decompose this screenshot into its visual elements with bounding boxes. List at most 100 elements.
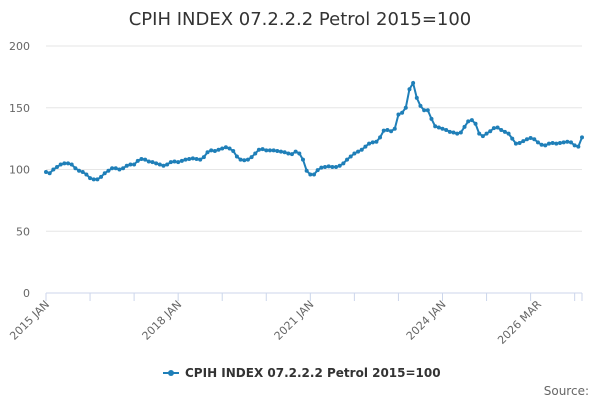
data-point[interactable] bbox=[462, 124, 467, 129]
data-point[interactable] bbox=[319, 165, 324, 170]
data-point[interactable] bbox=[271, 148, 276, 153]
data-point[interactable] bbox=[47, 171, 52, 176]
data-point[interactable] bbox=[62, 161, 67, 166]
data-point[interactable] bbox=[264, 148, 269, 153]
data-point[interactable] bbox=[513, 141, 518, 146]
data-point[interactable] bbox=[418, 103, 423, 108]
data-point[interactable] bbox=[198, 157, 203, 162]
data-point[interactable] bbox=[572, 143, 577, 148]
data-point[interactable] bbox=[568, 140, 573, 145]
data-point[interactable] bbox=[356, 149, 361, 154]
data-point[interactable] bbox=[286, 151, 291, 156]
data-point[interactable] bbox=[209, 148, 214, 153]
data-point[interactable] bbox=[267, 148, 272, 153]
data-point[interactable] bbox=[312, 172, 316, 177]
data-point[interactable] bbox=[352, 151, 357, 156]
data-point[interactable] bbox=[51, 167, 56, 172]
data-point[interactable] bbox=[403, 105, 408, 110]
data-point[interactable] bbox=[179, 158, 184, 163]
data-point[interactable] bbox=[341, 161, 346, 166]
data-point[interactable] bbox=[330, 165, 335, 170]
data-point[interactable] bbox=[385, 127, 390, 132]
data-point[interactable] bbox=[88, 176, 93, 181]
data-point[interactable] bbox=[326, 164, 331, 169]
data-point[interactable] bbox=[451, 130, 456, 135]
data-point[interactable] bbox=[143, 157, 148, 162]
data-point[interactable] bbox=[517, 140, 522, 145]
data-point[interactable] bbox=[535, 140, 540, 145]
data-point[interactable] bbox=[220, 146, 225, 151]
data-point[interactable] bbox=[238, 157, 243, 162]
data-point[interactable] bbox=[117, 167, 122, 172]
data-point[interactable] bbox=[488, 129, 493, 134]
data-point[interactable] bbox=[345, 157, 350, 162]
data-point[interactable] bbox=[480, 134, 485, 139]
data-point[interactable] bbox=[282, 150, 287, 155]
data-point[interactable] bbox=[580, 135, 584, 140]
data-point[interactable] bbox=[337, 163, 342, 168]
data-point[interactable] bbox=[80, 169, 85, 174]
data-point[interactable] bbox=[95, 177, 100, 182]
data-point[interactable] bbox=[275, 148, 280, 153]
data-point[interactable] bbox=[231, 148, 236, 153]
data-point[interactable] bbox=[425, 108, 430, 113]
data-point[interactable] bbox=[168, 160, 173, 165]
data-point[interactable] bbox=[491, 126, 496, 131]
data-point[interactable] bbox=[132, 162, 137, 167]
data-point[interactable] bbox=[557, 140, 562, 145]
data-point[interactable] bbox=[315, 168, 320, 173]
data-point[interactable] bbox=[58, 162, 63, 167]
data-point[interactable] bbox=[66, 161, 71, 166]
data-point[interactable] bbox=[278, 149, 283, 154]
data-point[interactable] bbox=[414, 95, 419, 100]
data-point[interactable] bbox=[205, 150, 210, 155]
source-credit[interactable]: Source: bbox=[544, 384, 589, 398]
data-point[interactable] bbox=[223, 145, 228, 150]
data-point[interactable] bbox=[128, 162, 133, 167]
data-point[interactable] bbox=[304, 168, 309, 173]
data-point[interactable] bbox=[110, 166, 115, 171]
data-point[interactable] bbox=[502, 129, 507, 134]
data-point[interactable] bbox=[510, 136, 515, 141]
data-point[interactable] bbox=[539, 142, 544, 147]
data-point[interactable] bbox=[139, 157, 144, 162]
data-point[interactable] bbox=[436, 125, 441, 130]
data-point[interactable] bbox=[121, 166, 126, 171]
data-point[interactable] bbox=[521, 139, 526, 144]
data-point[interactable] bbox=[378, 135, 383, 140]
data-point[interactable] bbox=[565, 139, 570, 144]
data-point[interactable] bbox=[433, 124, 438, 129]
data-point[interactable] bbox=[289, 152, 294, 157]
data-point[interactable] bbox=[190, 156, 195, 161]
data-point[interactable] bbox=[91, 177, 96, 182]
data-point[interactable] bbox=[212, 148, 217, 153]
data-point[interactable] bbox=[154, 161, 159, 166]
data-point[interactable] bbox=[157, 162, 162, 167]
data-point[interactable] bbox=[389, 129, 394, 134]
data-point[interactable] bbox=[374, 139, 379, 144]
data-point[interactable] bbox=[495, 125, 500, 130]
data-point[interactable] bbox=[234, 154, 239, 159]
data-point[interactable] bbox=[297, 151, 302, 156]
data-point[interactable] bbox=[201, 155, 206, 160]
data-point[interactable] bbox=[561, 140, 566, 145]
data-point[interactable] bbox=[194, 157, 199, 162]
data-point[interactable] bbox=[455, 131, 460, 136]
data-point[interactable] bbox=[253, 151, 258, 156]
data-point[interactable] bbox=[69, 162, 74, 167]
data-point[interactable] bbox=[227, 146, 232, 151]
data-point[interactable] bbox=[543, 143, 548, 148]
data-point[interactable] bbox=[77, 168, 82, 173]
data-point[interactable] bbox=[334, 165, 339, 170]
data-point[interactable] bbox=[524, 137, 529, 142]
data-point[interactable] bbox=[99, 174, 104, 179]
data-point[interactable] bbox=[172, 159, 177, 164]
data-point[interactable] bbox=[44, 169, 48, 174]
data-point[interactable] bbox=[440, 126, 445, 131]
data-point[interactable] bbox=[55, 165, 60, 170]
data-point[interactable] bbox=[242, 158, 247, 163]
data-point[interactable] bbox=[576, 144, 581, 149]
data-point[interactable] bbox=[528, 136, 533, 141]
data-point[interactable] bbox=[84, 172, 89, 177]
data-point[interactable] bbox=[381, 128, 386, 133]
